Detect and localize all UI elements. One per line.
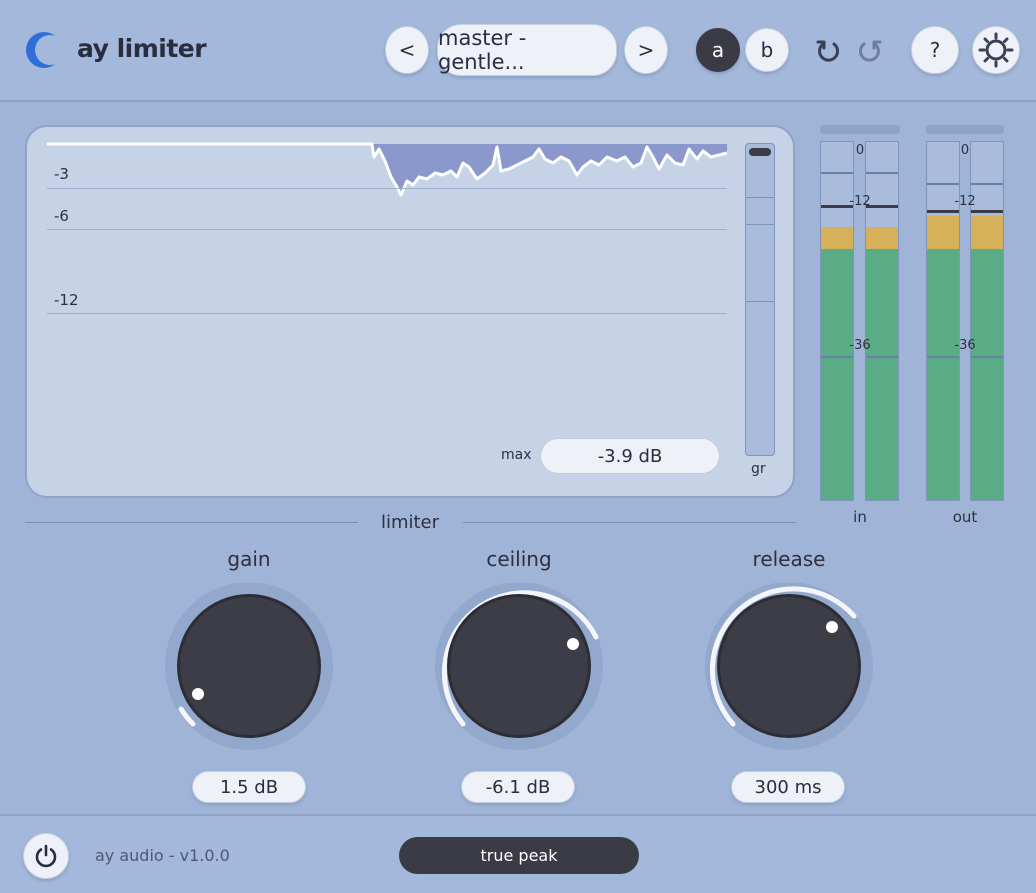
gr-label: gr: [751, 461, 766, 477]
release-label: release: [752, 547, 826, 571]
gridline-3: [47, 188, 727, 189]
gr-meter-indicator: [749, 148, 771, 156]
out-scale-0: 0: [960, 143, 970, 158]
undo-icon[interactable]: [814, 36, 842, 64]
in-meter-clip[interactable]: [820, 125, 900, 134]
brand-version: ay audio - v1.0.0: [95, 846, 230, 865]
section-divider-left: [25, 522, 358, 523]
app-title: ay limiter: [77, 34, 207, 63]
gain-reduction-graph: [47, 142, 728, 197]
ceiling-knob[interactable]: [434, 583, 604, 753]
max-reduction-value[interactable]: -3.9 dB: [540, 438, 720, 474]
power-button[interactable]: [23, 833, 69, 879]
gr-tick: [746, 224, 774, 225]
ceiling-label: ceiling: [486, 547, 552, 571]
gain-label: gain: [227, 547, 271, 571]
next-preset-button[interactable]: >: [624, 26, 668, 74]
in-meter-label: in: [853, 508, 867, 526]
gain-value[interactable]: 1.5 dB: [192, 771, 306, 803]
in-scale-0: 0: [855, 143, 865, 158]
in-scale-12: -12: [849, 194, 871, 209]
out-scale-36: -36: [954, 338, 976, 353]
gain-reduction-display: -3 -6 -12 max -3.9 dB gr: [25, 125, 795, 498]
prev-preset-button[interactable]: <: [385, 26, 429, 74]
true-peak-button[interactable]: true peak: [399, 837, 639, 874]
release-value[interactable]: 300 ms: [731, 771, 845, 803]
section-title: limiter: [380, 512, 440, 533]
ceiling-value[interactable]: -6.1 dB: [461, 771, 575, 803]
out-meter-right: [970, 141, 1004, 501]
section-divider-right: [463, 522, 796, 523]
gr-tick: [746, 301, 774, 302]
max-label: max: [501, 447, 532, 463]
in-meter-left: [820, 141, 854, 501]
preset-b-button[interactable]: b: [745, 28, 789, 72]
db-label-6: -6: [54, 207, 69, 225]
preset-a-button[interactable]: a: [696, 28, 740, 72]
settings-button[interactable]: [972, 26, 1020, 74]
crescent-logo-icon: [26, 32, 64, 68]
preset-name-field[interactable]: master - gentle...: [437, 24, 617, 76]
gr-tick: [746, 197, 774, 198]
header-bar: ay limiter < master - gentle... > a b ?: [0, 0, 1036, 102]
out-meter-clip[interactable]: [926, 125, 1004, 134]
db-label-3: -3: [54, 165, 69, 183]
gain-knob[interactable]: [164, 583, 334, 753]
gridline-12: [47, 313, 727, 314]
redo-icon[interactable]: [856, 36, 884, 64]
db-label-12: -12: [54, 291, 79, 309]
out-meter-label: out: [952, 508, 978, 526]
in-scale-36: -36: [849, 338, 871, 353]
out-scale-12: -12: [954, 194, 976, 209]
out-meter-left: [926, 141, 960, 501]
in-meter-right: [865, 141, 899, 501]
gr-meter: [745, 143, 775, 456]
gridline-6: [47, 229, 727, 230]
gear-icon: [978, 32, 1014, 68]
help-button[interactable]: ?: [911, 26, 959, 74]
power-icon: [35, 844, 57, 868]
release-knob[interactable]: [704, 583, 874, 753]
